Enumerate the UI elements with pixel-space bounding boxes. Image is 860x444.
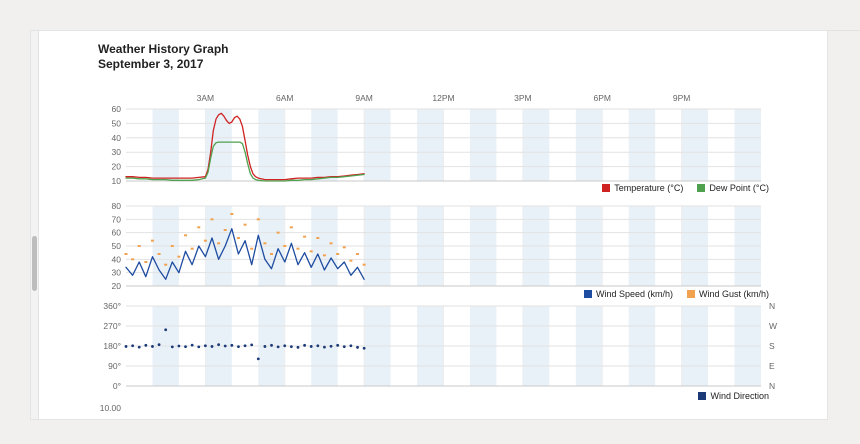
wind-direction-legend: Wind Direction [91, 391, 769, 401]
wind-speed-chart: 20 30 40 50 60 70 80 [112, 201, 761, 290]
wind-gust-swatch [686, 290, 695, 298]
svg-text:9PM: 9PM [673, 93, 690, 103]
wind-direction-chart: 0° N 90° E 180° S 270° W 360° N [103, 301, 777, 390]
svg-text:6AM: 6AM [276, 93, 293, 103]
svg-text:50: 50 [112, 118, 122, 128]
weather-history-panel: Weather History Graph September 3, 2017 … [30, 30, 828, 420]
svg-text:3AM: 3AM [197, 93, 214, 103]
legend-wind-gust: Wind Gust (km/h) [686, 289, 769, 299]
dew-point-swatch [697, 184, 706, 192]
svg-text:60: 60 [112, 228, 122, 238]
svg-text:270°: 270° [103, 321, 121, 331]
svg-text:20: 20 [112, 162, 122, 172]
legend-temperature: Temperature (°C) [602, 183, 683, 193]
svg-text:60: 60 [112, 104, 122, 114]
svg-text:40: 40 [112, 254, 122, 264]
svg-text:N: N [769, 301, 775, 311]
legend-wind-direction: Wind Direction [698, 391, 769, 401]
legend-dew-point-label: Dew Point (°C) [709, 183, 769, 193]
svg-text:W: W [769, 321, 777, 331]
temperature-chart: 10 20 30 40 50 60 3AM 6AM 9AM 12PM 3PM 6PM 9PM [112, 93, 761, 186]
wind-speed-swatch [583, 290, 592, 298]
svg-text:N: N [769, 381, 775, 390]
svg-text:180°: 180° [103, 341, 121, 351]
legend-wind-speed: Wind Speed (km/h) [583, 289, 673, 299]
temperature-legend: Temperature (°C) Dew Point (°C) [91, 183, 769, 193]
legend-temperature-label: Temperature (°C) [614, 183, 684, 193]
legend-wind-direction-label: Wind Direction [710, 391, 769, 401]
svg-text:30: 30 [112, 147, 122, 157]
legend-dew-point: Dew Point (°C) [697, 183, 769, 193]
svg-text:S: S [769, 341, 775, 351]
svg-text:20: 20 [112, 281, 122, 290]
svg-text:10: 10 [112, 176, 122, 186]
svg-text:E: E [769, 361, 775, 371]
svg-text:3PM: 3PM [514, 93, 531, 103]
svg-text:90°: 90° [108, 361, 121, 371]
svg-text:6PM: 6PM [594, 93, 611, 103]
svg-text:30: 30 [112, 268, 122, 278]
wind-direction-swatch [698, 392, 707, 400]
svg-text:0°: 0° [113, 381, 121, 390]
temperature-swatch [602, 184, 611, 192]
svg-text:360°: 360° [103, 301, 121, 311]
scrollbar-thumb[interactable] [32, 236, 37, 291]
svg-text:70: 70 [112, 214, 122, 224]
pressure-tick-label: 10.00 [99, 403, 121, 413]
svg-text:50: 50 [112, 241, 122, 251]
svg-text:9AM: 9AM [355, 93, 372, 103]
svg-text:12PM: 12PM [432, 93, 454, 103]
svg-text:40: 40 [112, 133, 122, 143]
page-title: Weather History Graph [98, 42, 229, 56]
page-title-block: Weather History Graph September 3, 2017 [98, 42, 228, 72]
legend-wind-gust-label: Wind Gust (km/h) [698, 289, 769, 299]
page-date: September 3, 2017 [98, 57, 204, 71]
svg-text:80: 80 [112, 201, 122, 211]
legend-wind-speed-label: Wind Speed (km/h) [595, 289, 673, 299]
left-scrollbar[interactable] [31, 31, 39, 419]
wind-legend: Wind Speed (km/h) Wind Gust (km/h) [91, 289, 769, 299]
